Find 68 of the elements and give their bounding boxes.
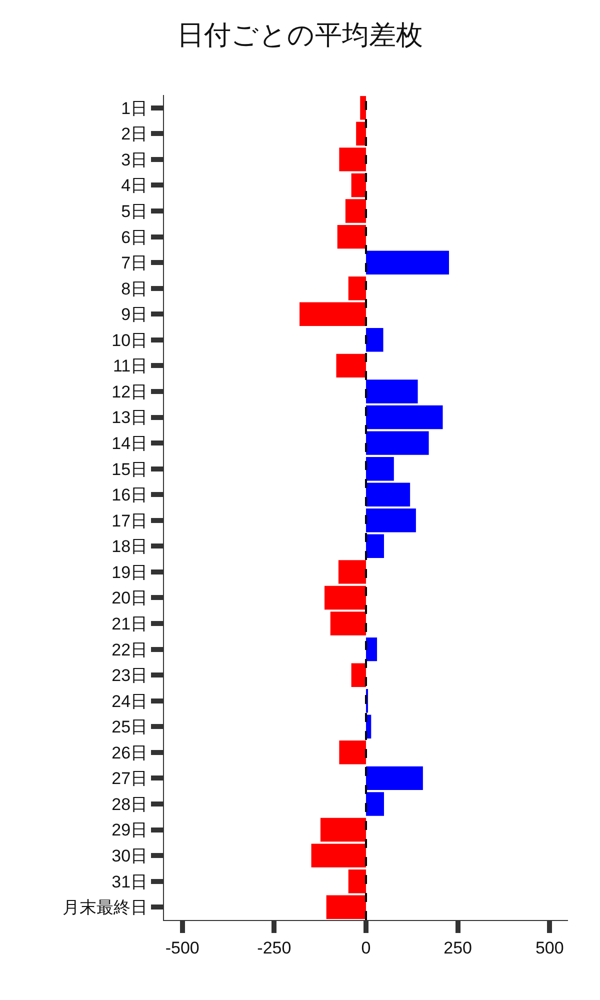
bar xyxy=(320,818,366,842)
y-tick-label: 9日 xyxy=(121,305,148,324)
y-tick-label: 28日 xyxy=(112,794,148,814)
y-tick-label: 5日 xyxy=(121,202,148,221)
bar xyxy=(366,766,423,790)
bar xyxy=(366,792,384,816)
bar xyxy=(366,328,384,352)
y-tick-label: 29日 xyxy=(112,820,148,840)
bar xyxy=(339,148,366,172)
y-tick-label: 16日 xyxy=(112,486,148,505)
bar xyxy=(366,482,410,506)
bar xyxy=(336,354,366,378)
bar xyxy=(366,431,429,455)
bar xyxy=(311,844,366,868)
y-tick-label: 21日 xyxy=(112,614,148,634)
bar xyxy=(348,276,366,300)
bar xyxy=(348,869,366,894)
bar xyxy=(366,456,394,481)
bar xyxy=(326,895,366,919)
bar xyxy=(300,302,366,326)
y-tick-label: 24日 xyxy=(112,692,148,711)
y-tick-label: 20日 xyxy=(112,588,148,608)
bar xyxy=(324,586,366,610)
y-tick-label: 19日 xyxy=(112,562,148,582)
y-tick-label: 1日 xyxy=(121,98,148,118)
y-tick-label: 17日 xyxy=(112,511,148,530)
bar xyxy=(337,224,366,249)
x-tick-label: 500 xyxy=(535,938,564,958)
x-tick-label: 0 xyxy=(361,938,371,958)
bar xyxy=(351,173,366,198)
x-tick-label: -500 xyxy=(165,938,200,958)
bar xyxy=(330,612,366,636)
bar xyxy=(360,96,366,120)
bar xyxy=(339,740,366,764)
bar xyxy=(356,122,366,146)
y-tick-label: 14日 xyxy=(112,434,148,453)
y-tick-label: 12日 xyxy=(112,382,148,402)
chart-title: 日付ごとの平均差枚 xyxy=(177,20,423,50)
y-tick-label: 13日 xyxy=(112,408,148,428)
y-tick-label: 26日 xyxy=(112,743,148,762)
bar xyxy=(366,508,416,532)
bar xyxy=(366,380,418,404)
y-tick-label: 4日 xyxy=(121,176,148,196)
y-tick-label: 10日 xyxy=(112,330,148,350)
bar xyxy=(338,560,366,584)
bar xyxy=(345,199,366,223)
y-tick-label: 7日 xyxy=(121,254,148,273)
bar xyxy=(366,405,443,430)
x-tick-label: -250 xyxy=(257,938,292,958)
y-tick-label: 2日 xyxy=(121,124,148,144)
x-tick-label: 250 xyxy=(444,938,472,958)
y-tick-label: 30日 xyxy=(112,846,148,866)
bar xyxy=(366,534,384,558)
y-tick-label: 27日 xyxy=(112,769,148,788)
bar xyxy=(351,663,366,687)
y-tick-label: 8日 xyxy=(121,279,148,298)
y-tick-label: 6日 xyxy=(121,228,148,247)
y-tick-label: 23日 xyxy=(112,666,148,686)
bar xyxy=(366,637,378,662)
y-tick-label: 11日 xyxy=(112,356,148,376)
y-tick-label: 31日 xyxy=(112,872,148,892)
y-tick-label: 25日 xyxy=(112,718,148,737)
y-tick-label: 3日 xyxy=(121,150,148,170)
y-tick-label: 22日 xyxy=(112,640,148,660)
bar xyxy=(366,250,449,274)
y-tick-label: 月末最終日 xyxy=(62,898,148,918)
y-tick-label: 15日 xyxy=(112,460,148,479)
y-tick-label: 18日 xyxy=(112,537,148,556)
